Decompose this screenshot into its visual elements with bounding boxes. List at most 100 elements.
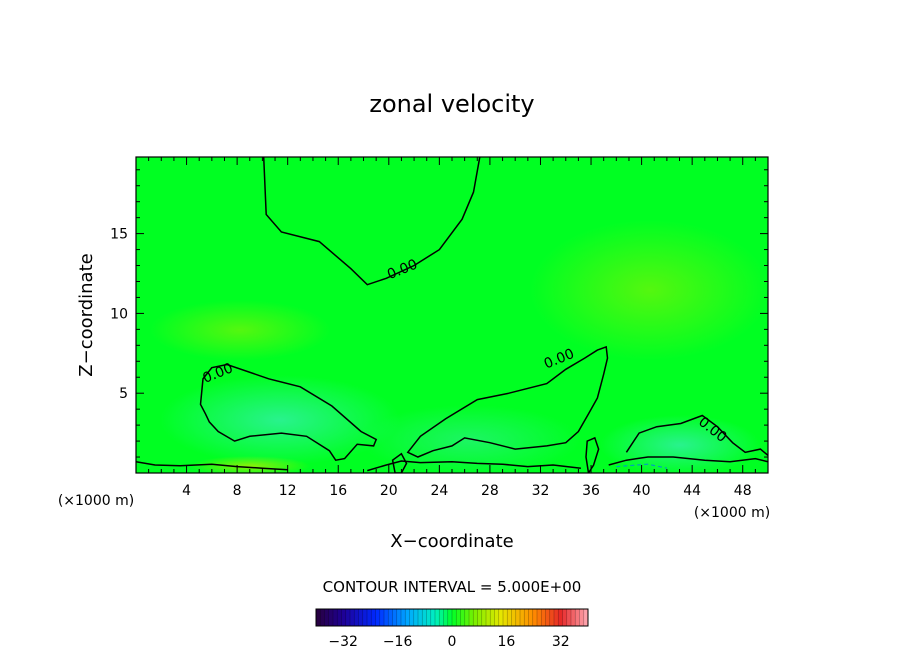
colorbar-swatch <box>443 609 449 626</box>
x-tick-label: 40 <box>633 483 651 499</box>
colorbar-swatch <box>507 609 512 626</box>
colorbar-swatch <box>439 609 444 626</box>
colorbar-swatch <box>401 609 406 626</box>
colorbar-swatch <box>447 609 453 626</box>
x-axis-label: X−coordinate <box>390 531 513 552</box>
colorbar-tick-labels: −32 −16 0 16 32 <box>328 634 569 650</box>
colorbar-swatch <box>430 609 436 626</box>
plot-area: 0.000.000.000.00 <box>135 156 769 474</box>
shade-left-mid <box>150 300 330 360</box>
colorbar-swatch <box>388 609 393 626</box>
x-tick-label: 12 <box>279 483 297 499</box>
colorbar-swatch <box>532 609 538 626</box>
colorbar-tick-label: 0 <box>448 634 457 650</box>
colorbar-swatch <box>426 609 432 626</box>
zero-contour-upper <box>262 157 481 286</box>
colorbar-swatch <box>324 609 330 626</box>
colorbar-swatch <box>354 609 359 626</box>
colorbar-swatch <box>528 609 534 626</box>
axis-ticks <box>136 157 768 473</box>
zero-contour-surface-right <box>608 456 768 466</box>
x-unit-left: (×1000 m) <box>58 493 134 509</box>
colorbar-swatch <box>511 609 517 626</box>
colorbar-tick-label: 32 <box>552 634 570 650</box>
colorbar-tick-label: 16 <box>497 634 515 650</box>
colorbar-swatch <box>371 609 376 626</box>
colorbar-swatch <box>520 609 525 626</box>
colorbar-tick-label: −16 <box>383 634 413 650</box>
chart-title: zonal velocity <box>369 90 534 118</box>
colorbar-swatch <box>350 609 355 626</box>
zero-contour-right-lobe <box>625 414 768 456</box>
colorbar-swatch <box>328 609 334 626</box>
y-tick-labels: 5 10 15 <box>110 227 128 403</box>
colorbar-swatch <box>409 609 415 626</box>
colorbar-swatch <box>545 609 551 626</box>
y-tick-label: 5 <box>119 386 128 402</box>
colorbar-frame <box>315 608 589 627</box>
x-tick-label: 24 <box>430 483 448 499</box>
x-tick-labels: 4 8 12 16 20 24 28 32 36 40 44 48 <box>182 483 752 499</box>
colorbar-swatch <box>549 609 555 626</box>
colorbar-swatch <box>320 609 325 626</box>
colorbar-swatch <box>498 609 504 626</box>
colorbar-swatch <box>473 609 478 626</box>
colorbar-swatch <box>452 609 457 626</box>
zero-contour-surface-left <box>136 461 288 471</box>
negative-contour-neg-near-surface <box>616 463 668 469</box>
colorbar-swatch <box>456 609 461 626</box>
colorbar-swatch <box>341 609 347 626</box>
colorbar-swatch <box>435 609 440 626</box>
colorbar-swatch <box>379 609 385 626</box>
colorbar-swatch <box>486 609 491 626</box>
colorbar-swatch <box>494 609 500 626</box>
colorbar-swatch <box>384 609 389 626</box>
colorbar-swatch <box>392 609 398 626</box>
zero-contour-column-36 <box>585 436 600 473</box>
shade-right-upper <box>530 220 768 360</box>
colorbar-swatch <box>396 609 402 626</box>
colorbar-swatch <box>537 609 542 626</box>
colorbar-swatch <box>503 609 508 626</box>
colorbar-swatch <box>413 609 419 626</box>
colorbar-swatch <box>333 609 338 626</box>
colorbar-swatch <box>316 609 321 626</box>
colorbar-swatch <box>460 609 466 626</box>
x-tick-label: 48 <box>734 483 752 499</box>
colorbar-swatch <box>358 609 364 626</box>
colorbar-swatch <box>405 609 410 626</box>
x-tick-label: 44 <box>683 483 701 499</box>
colorbar-swatch <box>579 609 585 626</box>
colorbar-swatch <box>464 609 470 626</box>
colorbar-swatch <box>469 609 474 626</box>
x-tick-label: 16 <box>329 483 347 499</box>
colorbar-swatch <box>541 609 546 626</box>
colorbar-swatch <box>575 609 580 626</box>
x-tick-label: 8 <box>233 483 242 499</box>
colorbar-swatch <box>554 609 559 626</box>
zero-contour-column-20 <box>391 452 408 473</box>
colorbar-swatch <box>375 609 381 626</box>
colorbar-swatch <box>515 609 521 626</box>
colorbar-swatch <box>367 609 372 626</box>
x-tick-label: 20 <box>380 483 398 499</box>
colorbar-swatch <box>558 609 563 626</box>
colorbar-swatch <box>490 609 495 626</box>
colorbar-swatch <box>337 609 342 626</box>
contour-lines <box>136 157 768 473</box>
colorbar-swatch <box>345 609 351 626</box>
colorbar-tick-label: −32 <box>328 634 358 650</box>
shade-left-low <box>160 375 400 465</box>
zero-contour-middle-lobe <box>406 345 609 458</box>
colorbar-swatch <box>562 609 568 626</box>
colorbar: −32 −16 0 16 32 <box>315 608 589 650</box>
x-tick-label: 32 <box>532 483 550 499</box>
colorbar-swatch <box>422 609 427 626</box>
colorbar-swatch <box>566 609 572 626</box>
contour-interval-text: CONTOUR INTERVAL = 5.000E+00 <box>323 578 582 596</box>
y-axis-label: Z−coordinate <box>76 253 97 376</box>
colorbar-swatch <box>481 609 487 626</box>
y-tick-label: 15 <box>110 227 128 243</box>
colorbar-swatch <box>524 609 529 626</box>
